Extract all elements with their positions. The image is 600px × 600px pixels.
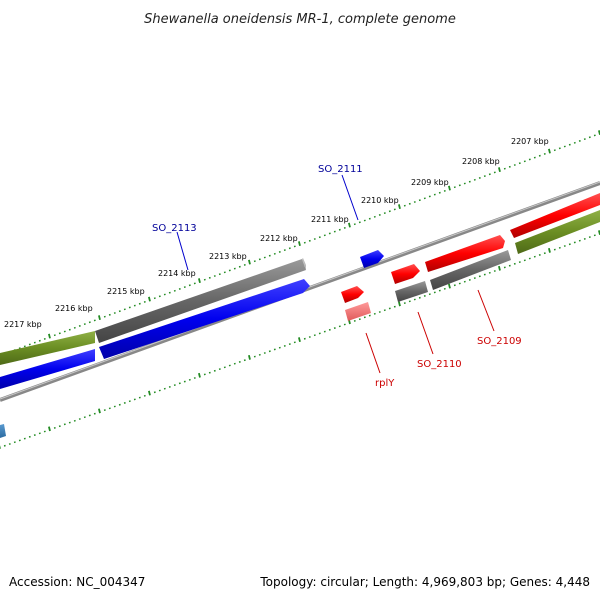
scale-tick <box>448 283 451 289</box>
scale-tick <box>198 372 201 378</box>
scale-tick <box>498 265 501 271</box>
gene-red-small-left[interactable] <box>341 286 364 303</box>
scale-tick <box>98 408 101 414</box>
scale-tick <box>548 247 551 253</box>
scale-tick <box>148 390 151 396</box>
accession-text: Accession: NC_004347 <box>9 575 145 589</box>
scale-label: 2212 kbp <box>260 234 298 243</box>
scale-tick <box>48 333 51 339</box>
gene-so-2113[interactable] <box>0 279 310 389</box>
gene-so-2110[interactable] <box>395 281 428 302</box>
scale-tick <box>498 167 501 173</box>
scale-tick <box>148 296 151 302</box>
topology-text: Topology: circular; Length: 4,969,803 bp… <box>259 575 590 589</box>
scale-tick <box>98 315 101 321</box>
scale-label: 2216 kbp <box>55 304 93 313</box>
gc-bar-right <box>515 210 600 254</box>
scale-tick <box>298 337 301 343</box>
map-title: Shewanella oneidensis MR-1, complete gen… <box>144 12 456 27</box>
scale-tick <box>198 278 201 284</box>
scale-tick <box>398 204 401 210</box>
scale-label: 2210 kbp <box>361 196 399 205</box>
scale-label: 2207 kbp <box>511 137 549 146</box>
scale-label: 2209 kbp <box>411 178 449 187</box>
scale-label: 2214 kbp <box>158 269 196 278</box>
scale-label: 2208 kbp <box>462 157 500 166</box>
label-so-2110[interactable]: SO_2110 <box>417 359 462 370</box>
scale-tick <box>298 241 301 247</box>
scale-tick <box>548 148 551 154</box>
pointer-so-2109 <box>477 289 495 332</box>
pointer-so-2111 <box>341 174 359 221</box>
scale-tick <box>398 301 401 307</box>
scale-tick <box>248 354 251 360</box>
label-so-2109[interactable]: SO_2109 <box>477 336 522 347</box>
scale-tick <box>448 185 451 191</box>
scale-label: 2215 kbp <box>107 287 145 296</box>
gene-red-right-b[interactable] <box>510 193 600 238</box>
scale-label: 2213 kbp <box>209 252 247 261</box>
scale-tick <box>48 426 51 432</box>
tick-rows <box>0 130 600 449</box>
gene-red-mid[interactable] <box>391 264 420 284</box>
pointer-so-2110 <box>417 311 434 355</box>
gene-red-right-a[interactable] <box>425 235 505 272</box>
scale-tick <box>248 259 251 265</box>
scale-labels: 2217 kbp 2216 kbp 2215 kbp 2214 kbp 2213… <box>4 137 549 329</box>
label-so-2113[interactable]: SO_2113 <box>152 223 197 234</box>
cds-bar-left <box>95 258 306 343</box>
gene-rply[interactable] <box>345 302 371 321</box>
pointer-so-2113 <box>176 231 189 271</box>
gene-steel-left[interactable] <box>0 424 6 438</box>
gene-so-2109[interactable] <box>430 250 511 290</box>
gene-so-2111[interactable] <box>360 250 384 268</box>
gc-bar-left <box>0 331 95 365</box>
label-rply[interactable]: rplY <box>375 378 395 389</box>
scale-label: 2217 kbp <box>4 320 42 329</box>
pointer-rply <box>365 332 381 374</box>
scale-label: 2211 kbp <box>311 215 349 224</box>
scale-tick <box>348 222 351 228</box>
label-so-2111[interactable]: SO_2111 <box>318 164 363 175</box>
